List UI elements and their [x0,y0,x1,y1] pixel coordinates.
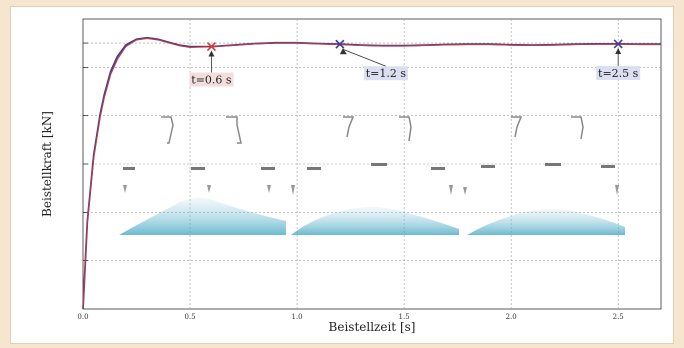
simulation-snapshots [119,116,625,235]
x-tick-label: 0.5 [184,313,195,321]
annotation-box [596,65,641,80]
x-tick-label: 2.0 [506,313,517,321]
annotation-2: t=1.2 s [335,39,408,81]
chart-panel: t=0.6 s t=1.2 s t=2.5 s 0.0 0.5 1.0 1.5 2.0 2.5… [10,6,674,344]
x-tick-labels: 0.0 0.5 1.0 1.5 2.0 2.5 [77,313,623,321]
annotation-label: t=1.2 s [366,67,407,80]
arrow-head [208,50,215,57]
arrow-head [615,47,622,54]
x-tick-label: 2.5 [613,313,624,321]
annotation-arrow [342,48,387,67]
x-tick-label: 1.0 [292,313,303,321]
snapshot-t25 [463,116,625,235]
annotation-marker [335,39,345,49]
annotation-box [363,66,408,81]
x-axis-title: Beistellzeit [s] [329,320,416,334]
annotation-3: t=2.5 s [596,39,641,80]
arrow-head [339,48,347,55]
snapshot-t06 [119,116,286,235]
annotation-1: t=0.6 s [189,41,234,87]
annotation-label: t=2.5 s [598,67,639,80]
annotation-layer: t=0.6 s t=1.2 s t=2.5 s [189,39,641,87]
annotation-marker [206,41,217,52]
series-line-2 [82,37,661,310]
annotation-label: t=0.6 s [191,74,232,87]
snapshot-t12 [291,116,459,235]
x-tick-label: 1.5 [399,313,410,321]
x-tick-label: 0.0 [77,313,88,321]
series-layer [82,36,661,310]
force-time-chart: t=0.6 s t=1.2 s t=2.5 s 0.0 0.5 1.0 1.5 2.0 2.5… [40,18,662,334]
annotation-marker [613,39,623,49]
annotation-box [189,72,234,87]
y-axis-title: Beistellkraft [kN] [40,111,54,217]
